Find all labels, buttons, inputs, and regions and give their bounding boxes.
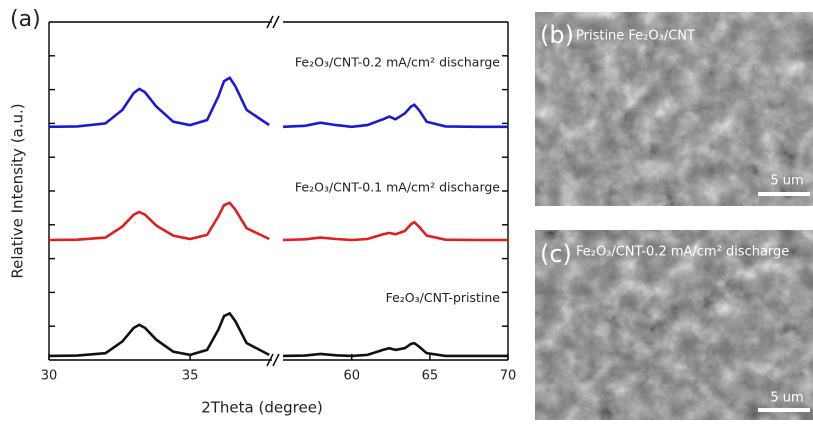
scale-bar-label: 5 um — [770, 391, 803, 406]
series-label: Fe₂O₃/CNT-pristine — [386, 290, 501, 305]
panel-label: (c) — [540, 240, 572, 268]
series-line — [48, 76, 508, 129]
x-tick-label: 65 — [422, 369, 439, 384]
sem-image-b: (b) Pristine Fe₂O₃/CNT 5 um — [535, 12, 813, 206]
image-caption: Pristine Fe₂O₃/CNT — [576, 29, 695, 44]
panel-label: (a) — [10, 7, 41, 32]
series-line — [48, 311, 508, 358]
x-tick-label: 70 — [500, 369, 517, 384]
series-label: Fe₂O₃/CNT-0.1 mA/cm² discharge — [295, 179, 500, 194]
image-caption: Fe₂O₃/CNT-0.2 mA/cm² discharge — [576, 245, 789, 260]
scale-bar — [758, 408, 810, 412]
series-label: Fe₂O₃/CNT-0.2 mA/cm² discharge — [295, 54, 500, 69]
axis-break — [272, 15, 280, 29]
axis-break — [266, 353, 274, 367]
x-tick-label: 35 — [182, 369, 199, 384]
sem-texture — [535, 230, 813, 420]
scale-bar — [758, 192, 810, 196]
axis-break — [266, 15, 274, 29]
y-axis-label: Relative Intensity (a.u.) — [9, 103, 27, 278]
x-axis-label: 2Theta (degree) — [201, 399, 323, 417]
axis-break — [272, 353, 280, 367]
x-tick-label: 30 — [41, 369, 58, 384]
sem-image-c: (c) Fe₂O₃/CNT-0.2 mA/cm² discharge 5 um — [535, 230, 813, 420]
sem-texture — [535, 12, 813, 206]
scale-bar-label: 5 um — [770, 174, 803, 189]
series-line — [48, 201, 508, 242]
plot-area: 30 35 60 65 70 Fe₂O₃/CNT-0.2 mA/cm² discharge… — [41, 15, 517, 384]
panel-label: (b) — [540, 21, 574, 49]
x-tick-label: 60 — [343, 369, 360, 384]
